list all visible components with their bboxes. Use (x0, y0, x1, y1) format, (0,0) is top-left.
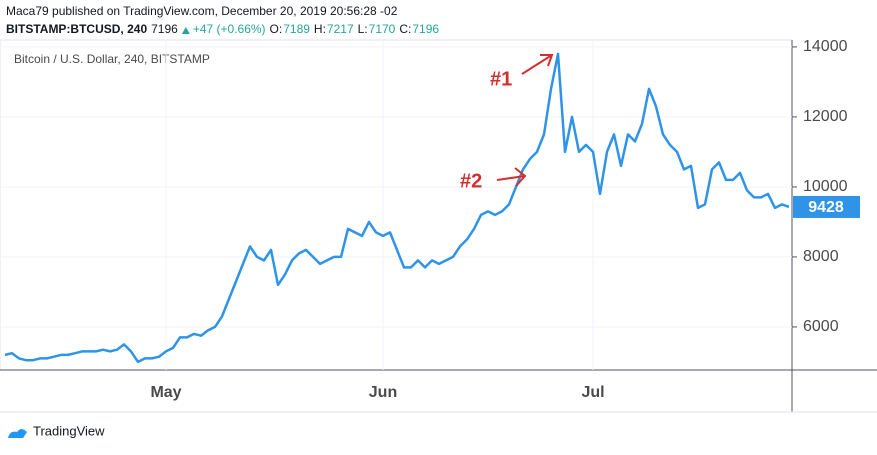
y-tick-label: 10000 (803, 178, 848, 195)
last-price-label: 9428 (808, 199, 844, 216)
x-tick-label: Jun (369, 384, 397, 401)
y-tick-label: 6000 (803, 318, 839, 335)
y-tick-label: 12000 (803, 108, 848, 125)
footer-brand: TradingView (33, 423, 105, 438)
ohlc-label: H: (314, 22, 326, 36)
annotation-arrow (521, 54, 554, 75)
symbol-line: BITSTAMP:BTCUSD, 240 7196 +47 (+0.66%) O: 71… (6, 22, 439, 36)
price-line (4, 52, 790, 364)
annotation-arrow (496, 167, 527, 187)
annotation: #1 (490, 68, 512, 90)
last-price-tag (793, 195, 860, 218)
change-arrow (181, 27, 190, 34)
chart-legend: Bitcoin / U.S. Dollar, 240, BITSTAMP (14, 52, 210, 66)
ohlc-value: 7196 (412, 22, 439, 36)
annotation: #2 (460, 170, 482, 192)
x-tick-label: Jul (581, 384, 604, 401)
symbol: BITSTAMP:BTCUSD, 240 (6, 22, 147, 36)
ohlc-value: 7170 (369, 22, 396, 36)
published-line: Maca79 published on TradingView.com, Dec… (6, 4, 398, 18)
logo (8, 429, 27, 438)
ohlc-value: 7189 (283, 22, 310, 36)
ohlc-label: C: (399, 22, 411, 36)
ohlc-value: 7217 (327, 22, 354, 36)
ohlc-label: O: (270, 22, 283, 36)
change: +47 (+0.66%) (193, 22, 266, 36)
y-tick-label: 8000 (803, 248, 839, 265)
x-tick-label: May (150, 384, 181, 401)
y-tick-label: 14000 (803, 38, 848, 55)
ohlc-label: L: (358, 22, 368, 36)
last-price: 7196 (151, 22, 178, 36)
